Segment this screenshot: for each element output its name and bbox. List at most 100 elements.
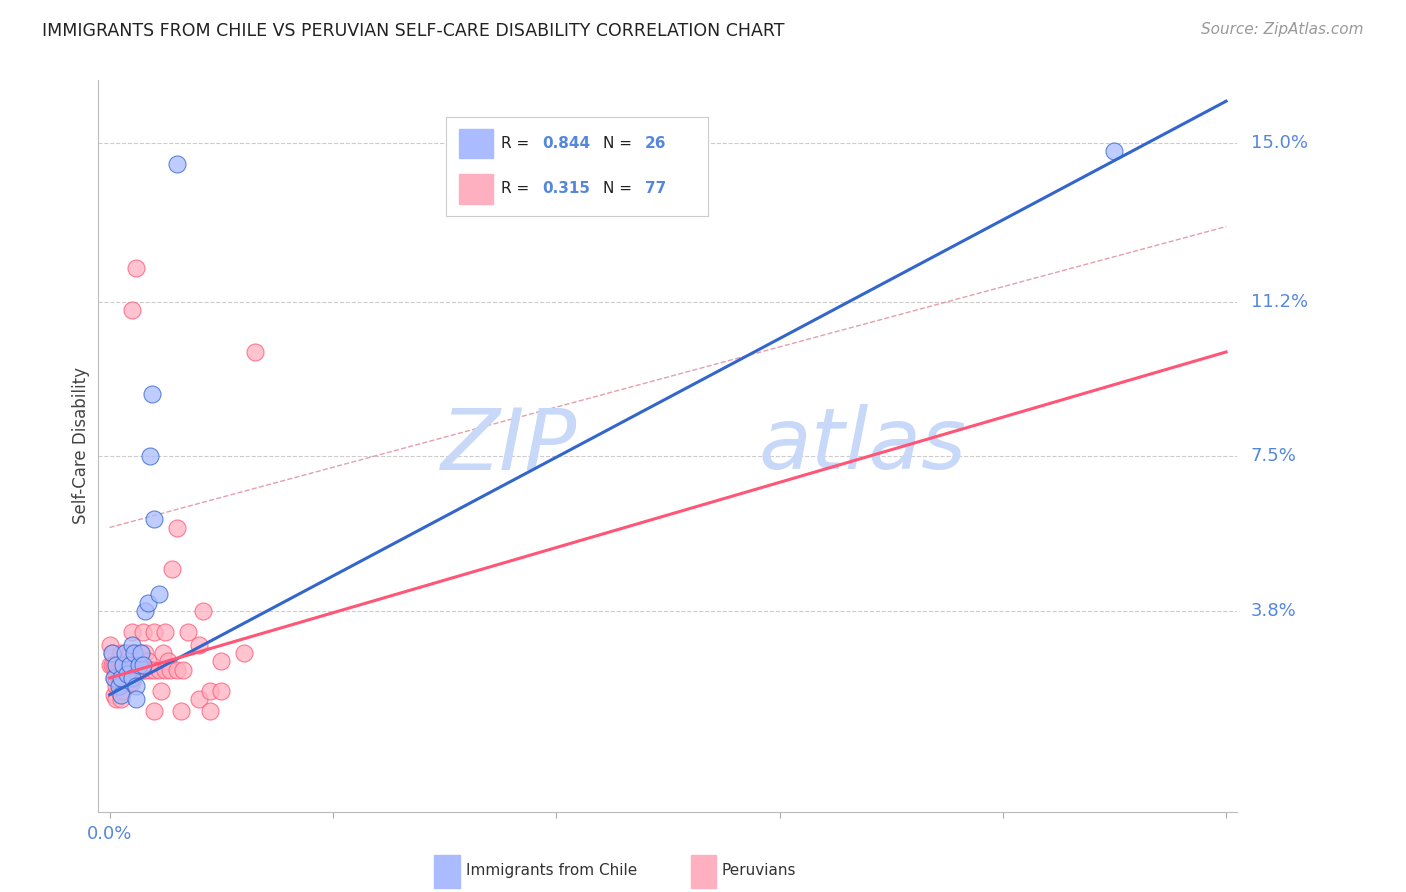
Point [129, 663, 152, 677]
Point [149, 683, 172, 698]
Point [156, 654, 179, 668]
Point [110, 671, 132, 685]
Point [117, 666, 139, 681]
Text: atlas: atlas [759, 404, 967, 488]
Point [139, 663, 162, 677]
Point [101, 658, 124, 673]
Point [187, 691, 209, 706]
Point [209, 683, 232, 698]
Point [105, 658, 128, 673]
Point [111, 683, 134, 698]
Point [187, 638, 209, 652]
Point [110, 671, 132, 685]
Point [103, 671, 125, 685]
Point [122, 646, 145, 660]
Point [105, 671, 128, 685]
Point [105, 658, 128, 673]
Point [121, 675, 143, 690]
Point [136, 654, 159, 668]
Text: 3.8%: 3.8% [1251, 602, 1296, 620]
Point [107, 658, 129, 673]
Point [118, 658, 141, 673]
Point [155, 625, 177, 640]
Point [129, 646, 152, 660]
Point [122, 663, 145, 677]
Point [111, 675, 134, 690]
Point [177, 625, 200, 640]
Point [125, 663, 148, 677]
Text: ZIP: ZIP [440, 404, 576, 488]
Point [111, 663, 134, 677]
Y-axis label: Self-Care Disability: Self-Care Disability [72, 368, 90, 524]
Point [155, 663, 177, 677]
Point [128, 646, 150, 660]
Point [243, 345, 266, 359]
Point [232, 646, 254, 660]
Point [125, 691, 148, 706]
Point [110, 646, 132, 660]
Point [101, 646, 124, 660]
Point [117, 654, 139, 668]
Point [110, 679, 132, 693]
Point [143, 512, 166, 526]
Point [141, 386, 163, 401]
Point [111, 658, 134, 673]
Point [114, 646, 136, 660]
Point [1104, 145, 1126, 159]
Point [134, 646, 156, 660]
Point [107, 679, 129, 693]
Point [143, 625, 166, 640]
Point [121, 671, 143, 685]
Point [105, 691, 128, 706]
Point [117, 675, 139, 690]
Point [118, 675, 141, 690]
Text: Source: ZipAtlas.com: Source: ZipAtlas.com [1201, 22, 1364, 37]
Point [103, 658, 125, 673]
Point [122, 646, 145, 660]
Point [209, 654, 232, 668]
Point [160, 562, 183, 576]
Point [143, 663, 166, 677]
Point [139, 450, 162, 464]
Point [125, 679, 148, 693]
Point [105, 679, 128, 693]
Point [148, 663, 170, 677]
Point [103, 688, 125, 702]
Point [198, 683, 221, 698]
Point [101, 646, 124, 660]
Point [110, 658, 132, 673]
Point [121, 303, 143, 318]
Point [121, 663, 143, 677]
Point [118, 646, 141, 660]
Point [107, 671, 129, 685]
Point [148, 587, 170, 601]
Point [170, 705, 193, 719]
Point [166, 157, 188, 171]
Point [129, 646, 152, 660]
Point [152, 646, 174, 660]
Point [198, 705, 221, 719]
Point [128, 663, 150, 677]
Text: 0.0%: 0.0% [87, 825, 132, 843]
Point [114, 675, 136, 690]
Text: IMMIGRANTS FROM CHILE VS PERUVIAN SELF-CARE DISABILITY CORRELATION CHART: IMMIGRANTS FROM CHILE VS PERUVIAN SELF-C… [42, 22, 785, 40]
Point [166, 520, 188, 534]
Point [121, 625, 143, 640]
Point [114, 663, 136, 677]
Point [111, 654, 134, 668]
Point [125, 261, 148, 276]
Point [134, 604, 156, 618]
Point [143, 705, 166, 719]
Point [103, 671, 125, 685]
Point [110, 691, 132, 706]
Point [132, 663, 155, 677]
Point [114, 646, 136, 660]
Point [166, 663, 188, 677]
Point [136, 596, 159, 610]
Point [132, 625, 155, 640]
Text: 11.2%: 11.2% [1251, 293, 1308, 310]
Point [117, 663, 139, 677]
Point [159, 663, 181, 677]
Text: 7.5%: 7.5% [1251, 448, 1296, 466]
Point [118, 663, 141, 677]
